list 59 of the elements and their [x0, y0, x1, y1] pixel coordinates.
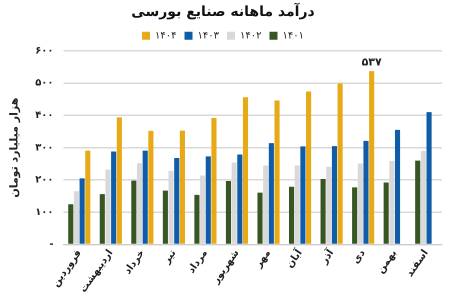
bar: [194, 194, 200, 244]
bar: [352, 187, 358, 244]
bar: [142, 150, 148, 244]
bar: [180, 130, 185, 244]
legend-label: ۱۴۰۴: [155, 30, 177, 42]
y-tick-label: -: [49, 239, 54, 250]
legend-label: ۱۴۰۲: [240, 30, 262, 42]
bar: [320, 179, 326, 244]
bar: [288, 186, 294, 244]
x-tick-label: شهریور: [210, 248, 242, 287]
bar: [268, 143, 274, 244]
legend-label: ۱۴۰۱: [282, 30, 304, 42]
x-tick-label: تیر: [160, 248, 179, 267]
bar: [131, 180, 136, 244]
bar: [162, 190, 168, 244]
y-tick-label: ۶۰۰: [35, 45, 54, 56]
x-tick-label: اسفند: [404, 248, 431, 280]
legend-label: ۱۴۰۳: [198, 30, 220, 42]
bar: [206, 156, 211, 244]
y-tick-label: ۳۰۰: [35, 142, 54, 154]
bar: [85, 150, 90, 244]
bar: [226, 180, 232, 244]
bar: [426, 112, 432, 244]
bar: [148, 130, 154, 244]
bar: [174, 158, 180, 244]
data-label: ۵۳۷: [362, 56, 382, 69]
x-tick-label: مهر: [252, 248, 274, 271]
y-tick-label: ۴۰۰: [35, 110, 54, 121]
bar: [300, 146, 306, 244]
bar: [415, 160, 420, 244]
bar: [332, 146, 337, 244]
bar: [257, 192, 263, 244]
bar: [394, 130, 400, 244]
x-tick-label: فروردین: [50, 248, 84, 290]
bar: [100, 194, 105, 244]
bar: [384, 182, 389, 244]
x-tick-label: خرداد: [122, 248, 147, 276]
y-tick-label: ۱۰۰: [35, 206, 54, 218]
x-tick-label: آذر: [316, 246, 337, 267]
bar: [306, 91, 312, 244]
bar: [80, 178, 85, 244]
y-tick-label: ۲۰۰: [35, 174, 54, 186]
bar: [274, 100, 280, 244]
bar: [242, 97, 248, 244]
x-tick-label: مرداد: [186, 248, 210, 276]
y-tick-label: ۵۰۰: [35, 78, 54, 89]
chart-title: درآمد ماهانه صنایع بورسی: [131, 2, 315, 20]
bar: [116, 117, 122, 244]
bar: [68, 204, 74, 244]
x-tick-label: دی: [350, 248, 368, 266]
bar: [369, 71, 374, 244]
bar: [237, 154, 242, 244]
bar: [363, 140, 369, 244]
x-tick-label: بهمن: [375, 248, 400, 276]
x-tick-label: آبان: [282, 246, 305, 270]
y-axis-title: هزار میلیارد تومان: [7, 98, 20, 198]
bar: [338, 83, 343, 244]
bar: [111, 152, 116, 244]
bar: [211, 118, 217, 244]
